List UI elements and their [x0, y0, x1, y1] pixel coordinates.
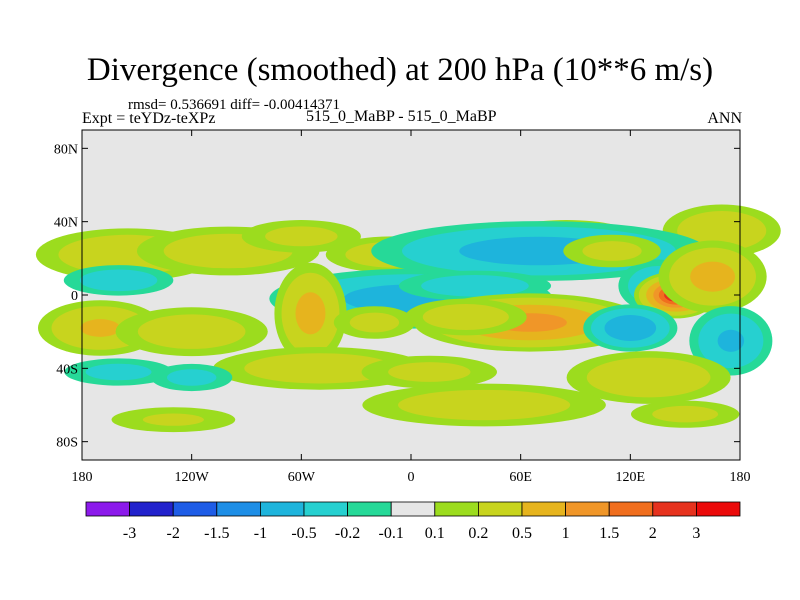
- anomaly-6: [63, 265, 174, 296]
- anomaly-17: [115, 307, 268, 357]
- y-tick-label: 40S: [56, 362, 78, 377]
- colorbar-label: 1: [562, 525, 570, 542]
- case-label: 515_0_MaBP - 515_0_MaBP: [306, 108, 497, 125]
- anomaly-15: [404, 298, 527, 336]
- contour-fill: [421, 275, 529, 297]
- colorbar-label: 1.5: [599, 525, 619, 542]
- colorbar-swatch: [696, 501, 741, 517]
- colorbar-swatch: [85, 501, 130, 517]
- experiment-label: Expt = teYDz-teXPz: [82, 110, 216, 127]
- anomaly-29: [111, 407, 236, 433]
- colorbar-label: 0.5: [512, 525, 532, 542]
- y-tick-label: 80N: [54, 142, 78, 157]
- contour-fill: [604, 315, 657, 341]
- anomaly-13: [563, 234, 661, 268]
- colorbar-swatch: [390, 501, 436, 517]
- contour-fill: [244, 353, 395, 384]
- contour-fill: [717, 329, 745, 352]
- contour-fill: [586, 357, 711, 398]
- colorbar-swatch: [216, 501, 261, 517]
- colorbar-label: 2: [649, 525, 657, 542]
- colorbar-swatch: [172, 501, 218, 517]
- colorbar-swatch: [652, 501, 697, 517]
- colorbar-label: -1.5: [204, 525, 229, 542]
- colorbar-swatch: [303, 501, 348, 517]
- colorbar-label: -2: [167, 525, 180, 542]
- x-tick-label: 0: [408, 470, 415, 485]
- colorbar-swatch: [434, 501, 479, 517]
- x-tick-label: 60W: [288, 470, 316, 485]
- rmsd-diff-stats: rmsd= 0.536691 diff= -0.00414371: [128, 97, 341, 113]
- colorbar-label: -1: [254, 525, 267, 542]
- contour-fill: [85, 363, 152, 381]
- anomaly-22: [566, 351, 731, 404]
- contour-fill: [137, 314, 246, 349]
- anomaly-18: [274, 262, 347, 364]
- anomaly-9: [398, 270, 552, 302]
- colorbar-label: 0.2: [468, 525, 488, 542]
- colorbar-swatch: [477, 501, 523, 517]
- anomaly-12: [658, 240, 767, 313]
- anomaly-25: [64, 358, 173, 386]
- colorbar-swatch: [129, 501, 174, 517]
- x-tick-label: 120E: [616, 470, 646, 485]
- colorbar-label: 3: [692, 525, 700, 542]
- contour-fill: [265, 226, 338, 247]
- contour-fill: [349, 312, 400, 333]
- plot-title: Divergence (smoothed) at 200 hPa (10**6 …: [86, 52, 714, 88]
- colorbar-swatch: [521, 501, 566, 517]
- contour-fill: [398, 389, 571, 421]
- y-tick-label: 40N: [54, 216, 78, 231]
- contour-fill: [295, 292, 326, 335]
- contour-fill: [388, 362, 471, 382]
- anomaly-2: [241, 220, 361, 253]
- colorbar-swatch: [565, 501, 610, 517]
- anomaly-28: [630, 400, 740, 428]
- y-tick-label: 80S: [56, 436, 78, 451]
- anomaly-20: [583, 304, 678, 352]
- contour-fill: [582, 241, 642, 261]
- anomaly-27: [362, 383, 606, 427]
- colorbar-swatch: [608, 501, 654, 517]
- anomaly-21: [689, 306, 773, 376]
- x-tick-label: 180: [730, 470, 751, 485]
- x-tick-label: 120W: [175, 470, 210, 485]
- contour-fill: [166, 369, 217, 386]
- colorbar-label: -3: [123, 525, 136, 542]
- colorbar-label: -0.2: [335, 525, 360, 542]
- anomaly-26: [151, 363, 233, 392]
- colorbar-swatch: [347, 501, 392, 517]
- contour-fill: [79, 269, 158, 292]
- x-tick-label: 60E: [509, 470, 532, 485]
- colorbar-label: -0.5: [291, 525, 316, 542]
- period-label: ANN: [707, 110, 742, 127]
- colorbar-label: 0.1: [425, 525, 445, 542]
- colorbar-label: -0.1: [379, 525, 404, 542]
- y-tick-label: 0: [71, 289, 78, 304]
- contour-fill: [80, 319, 121, 337]
- x-tick-label: 180: [72, 470, 93, 485]
- contour-fill: [690, 261, 736, 292]
- contour-fill: [652, 405, 719, 423]
- colorbar-swatch: [259, 501, 305, 517]
- contour-fill: [142, 413, 204, 426]
- contour-fill: [422, 304, 509, 330]
- anomaly-24: [361, 355, 498, 389]
- contour-fill: [677, 210, 767, 251]
- anomaly-19: [333, 306, 416, 339]
